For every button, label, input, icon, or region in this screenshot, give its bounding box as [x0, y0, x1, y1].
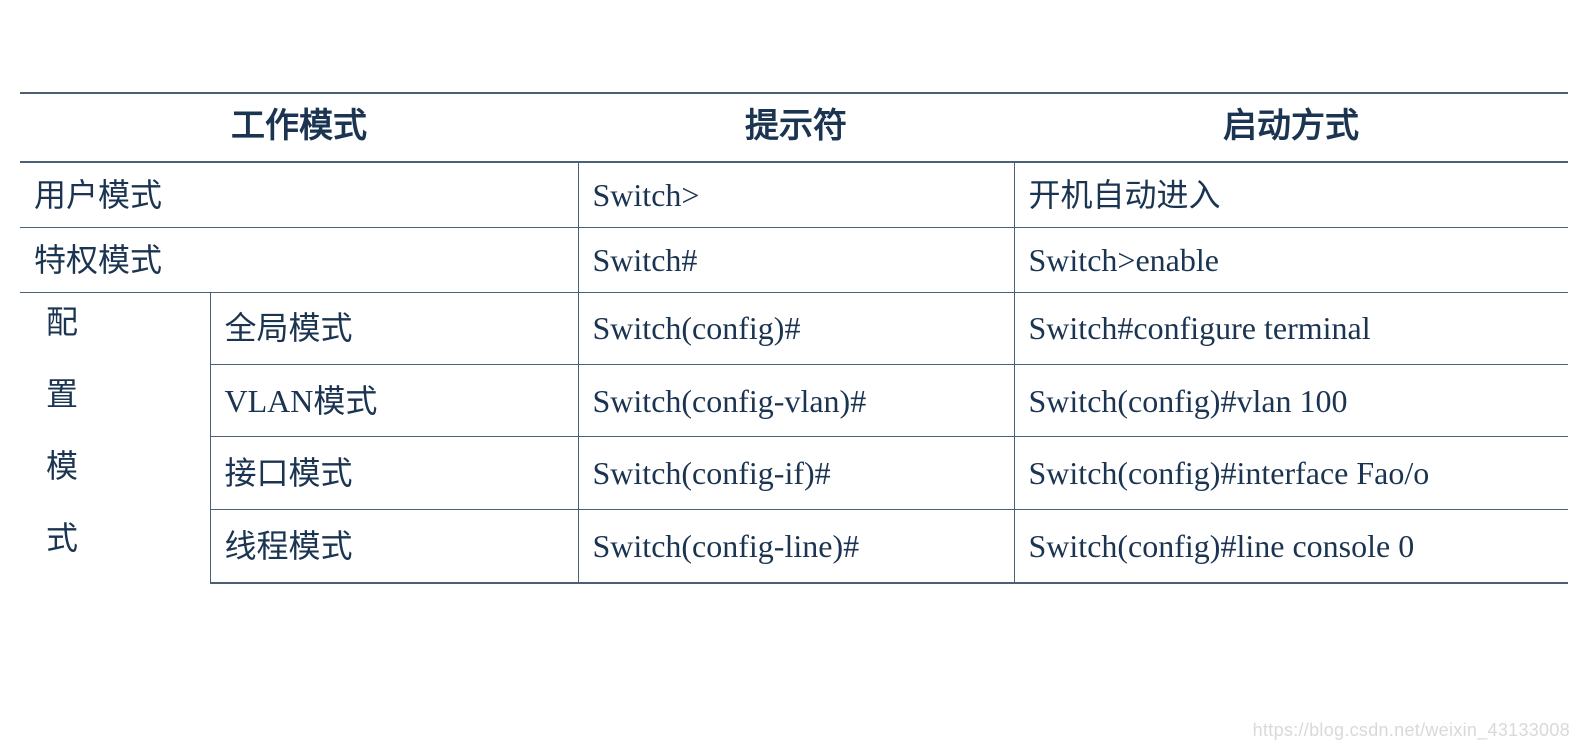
header-start: 启动方式 [1014, 93, 1568, 162]
row-vlan-mode: VLAN模式 Switch(config-vlan)# Switch(confi… [20, 364, 1568, 436]
cell-config-group: 配 置 模 式 [20, 292, 210, 583]
cell-line-mode: 线程模式 [210, 509, 578, 582]
cell-global-mode: 全局模式 [210, 292, 578, 364]
cell-vlan-start: Switch(config)#vlan 100 [1014, 364, 1568, 436]
header-prompt: 提示符 [578, 93, 1014, 162]
cell-priv-start: Switch>enable [1014, 227, 1568, 292]
config-group-char-3: 式 [40, 521, 80, 571]
cell-priv-mode: 特权模式 [20, 227, 578, 292]
row-line-mode: 线程模式 Switch(config-line)# Switch(config)… [20, 509, 1568, 582]
config-group-char-1: 置 [40, 377, 80, 427]
cell-user-start: 开机自动进入 [1014, 162, 1568, 228]
config-group-char-2: 模 [40, 449, 80, 499]
row-user-mode: 用户模式 Switch> 开机自动进入 [20, 162, 1568, 228]
cell-priv-prompt: Switch# [578, 227, 1014, 292]
config-group-label: 配 置 模 式 [34, 305, 196, 571]
row-interface-mode: 接口模式 Switch(config-if)# Switch(config)#i… [20, 437, 1568, 509]
cell-vlan-mode: VLAN模式 [210, 364, 578, 436]
watermark-text: https://blog.csdn.net/weixin_43133008 [1253, 720, 1570, 741]
cell-user-mode: 用户模式 [20, 162, 578, 228]
cell-user-prompt: Switch> [578, 162, 1014, 228]
cell-iface-start: Switch(config)#interface Fao/o [1014, 437, 1568, 509]
cell-global-prompt: Switch(config)# [578, 292, 1014, 364]
cell-line-start: Switch(config)#line console 0 [1014, 509, 1568, 582]
table-header-row: 工作模式 提示符 启动方式 [20, 93, 1568, 162]
cell-iface-prompt: Switch(config-if)# [578, 437, 1014, 509]
cell-iface-mode: 接口模式 [210, 437, 578, 509]
page-container: 工作模式 提示符 启动方式 用户模式 Switch> 开机自动进入 特权模式 S… [0, 0, 1588, 751]
row-global-mode: 配 置 模 式 全局模式 Switch(config)# Switch#conf… [20, 292, 1568, 364]
row-priv-mode: 特权模式 Switch# Switch>enable [20, 227, 1568, 292]
cell-global-start: Switch#configure terminal [1014, 292, 1568, 364]
config-group-char-0: 配 [40, 305, 80, 355]
cell-line-prompt: Switch(config-line)# [578, 509, 1014, 582]
modes-table: 工作模式 提示符 启动方式 用户模式 Switch> 开机自动进入 特权模式 S… [20, 92, 1568, 584]
header-mode: 工作模式 [20, 93, 578, 162]
cell-vlan-prompt: Switch(config-vlan)# [578, 364, 1014, 436]
